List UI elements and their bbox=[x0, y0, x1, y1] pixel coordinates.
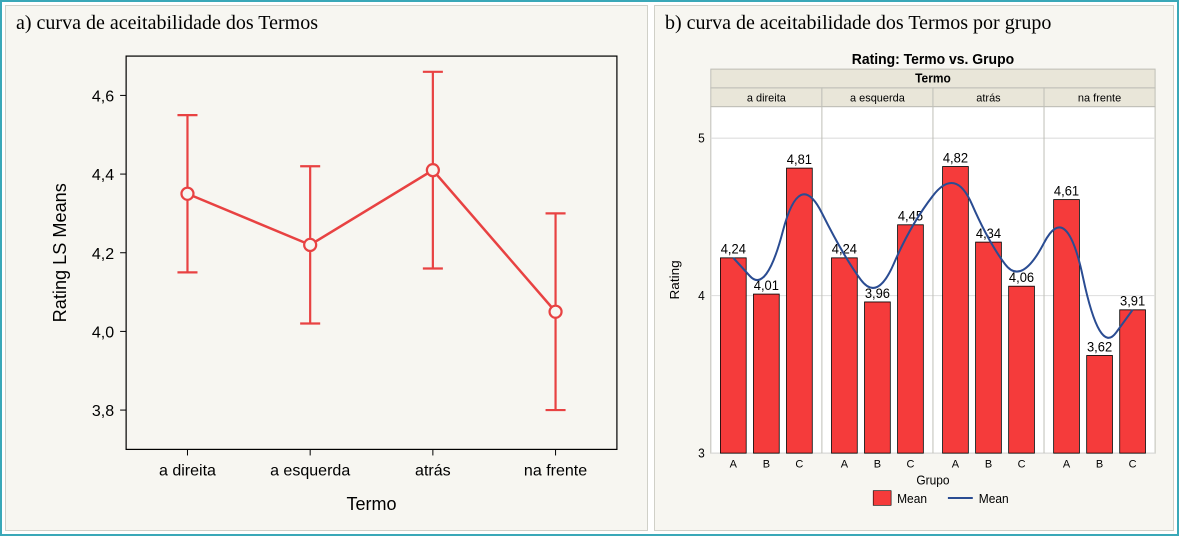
svg-text:a direita: a direita bbox=[747, 92, 787, 104]
svg-text:3,91: 3,91 bbox=[1120, 293, 1145, 308]
svg-text:3,8: 3,8 bbox=[92, 402, 114, 420]
svg-text:A: A bbox=[952, 459, 960, 471]
svg-text:C: C bbox=[1018, 459, 1026, 471]
svg-text:A: A bbox=[841, 459, 849, 471]
svg-text:C: C bbox=[1129, 459, 1137, 471]
svg-text:A: A bbox=[1063, 459, 1071, 471]
svg-text:atrás: atrás bbox=[415, 462, 451, 480]
svg-text:4,82: 4,82 bbox=[943, 150, 968, 165]
svg-text:4,0: 4,0 bbox=[92, 323, 114, 341]
panel-b-plot: Rating: Termo vs. Grupo Termo a direita a e… bbox=[665, 42, 1163, 522]
svg-text:4,24: 4,24 bbox=[721, 241, 746, 256]
svg-text:4,2: 4,2 bbox=[92, 245, 114, 263]
svg-text:4,6: 4,6 bbox=[92, 87, 114, 105]
panel-a-plot: 3,8 4,0 4,2 4,4 4,6 Rating LS Means a direita a… bbox=[46, 46, 637, 520]
figure-container: a) curva de aceitabilidade dos Termos 3,… bbox=[0, 0, 1179, 536]
svg-text:4,06: 4,06 bbox=[1009, 270, 1034, 285]
svg-text:Mean: Mean bbox=[897, 492, 927, 506]
svg-text:na frente: na frente bbox=[524, 462, 587, 480]
svg-text:a esquerda: a esquerda bbox=[850, 92, 906, 104]
panel-a-svg: 3,8 4,0 4,2 4,4 4,6 Rating LS Means a direita a… bbox=[46, 46, 637, 520]
svg-text:B: B bbox=[985, 459, 992, 471]
svg-text:3: 3 bbox=[698, 446, 705, 460]
panel-a-title: a) curva de aceitabilidade dos Termos bbox=[6, 6, 647, 35]
svg-text:a direita: a direita bbox=[159, 462, 216, 480]
svg-text:4,4: 4,4 bbox=[92, 166, 114, 184]
svg-text:C: C bbox=[906, 459, 914, 471]
svg-text:Termo: Termo bbox=[346, 494, 396, 514]
svg-text:a esquerda: a esquerda bbox=[270, 462, 350, 480]
svg-text:atrás: atrás bbox=[976, 92, 1001, 104]
svg-text:B: B bbox=[874, 459, 881, 471]
svg-text:5: 5 bbox=[698, 131, 705, 145]
panel-a: a) curva de aceitabilidade dos Termos 3,… bbox=[5, 5, 648, 531]
svg-text:Rating: Termo vs. Grupo: Rating: Termo vs. Grupo bbox=[852, 52, 1015, 68]
svg-text:C: C bbox=[795, 459, 803, 471]
svg-text:Grupo: Grupo bbox=[916, 473, 949, 487]
svg-text:B: B bbox=[763, 459, 770, 471]
svg-text:4,61: 4,61 bbox=[1054, 183, 1079, 198]
panel-b-title: b) curva de aceitabilidade dos Termos po… bbox=[655, 6, 1173, 35]
panel-b-svg: Rating: Termo vs. Grupo Termo a direita a e… bbox=[665, 42, 1163, 522]
svg-text:A: A bbox=[730, 459, 738, 471]
svg-text:Mean: Mean bbox=[979, 492, 1009, 506]
svg-text:4: 4 bbox=[698, 289, 705, 303]
svg-text:B: B bbox=[1096, 459, 1103, 471]
svg-text:Rating: Rating bbox=[667, 260, 682, 299]
svg-text:Rating LS Means: Rating LS Means bbox=[50, 183, 70, 322]
svg-text:na frente: na frente bbox=[1078, 92, 1121, 104]
svg-text:3,62: 3,62 bbox=[1087, 339, 1112, 354]
panel-b: b) curva de aceitabilidade dos Termos po… bbox=[654, 5, 1174, 531]
svg-text:4,81: 4,81 bbox=[787, 152, 812, 167]
svg-text:Termo: Termo bbox=[915, 71, 951, 85]
